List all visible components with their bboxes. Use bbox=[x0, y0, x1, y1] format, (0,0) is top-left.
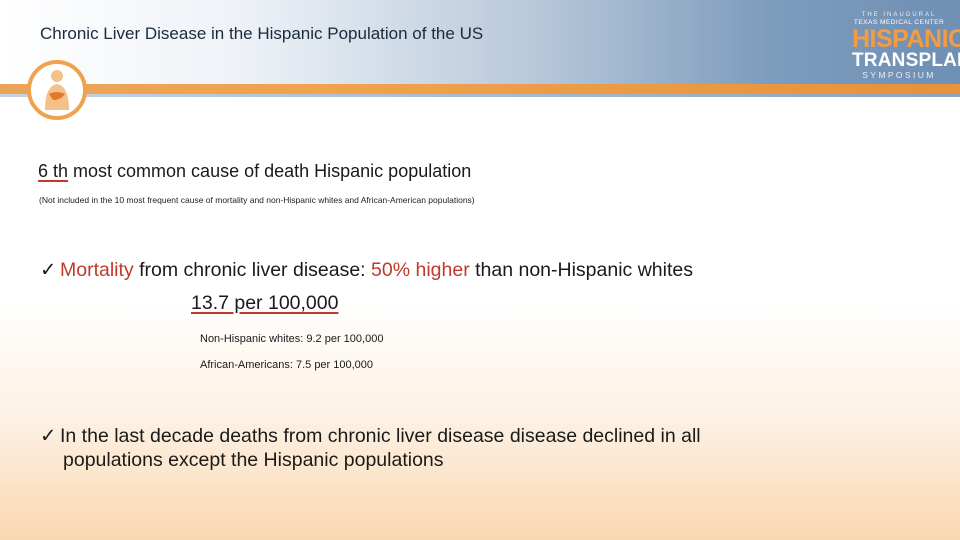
rank-text: most common cause of death Hispanic popu… bbox=[68, 161, 472, 181]
brand-line-hispanic: HISPANIC bbox=[852, 25, 960, 53]
header-orange-stripe bbox=[0, 84, 960, 94]
rank-value: 6 th bbox=[38, 161, 69, 181]
rate-non-hispanic-whites: Non-Hispanic whites: 9.2 per 100,000 bbox=[200, 333, 384, 345]
symposium-logo: THE INAUGURAL TEXAS MEDICAL CENTER HISPA… bbox=[852, 12, 960, 81]
mortality-bullet: ✓ Mortality from chronic liver disease: 5… bbox=[40, 258, 693, 282]
decade-line-1: ✓ In the last decade deaths from chronic … bbox=[40, 424, 860, 448]
rate-african-americans: African-Americans: 7.5 per 100,000 bbox=[200, 359, 374, 371]
slide-title: Chronic Liver Disease in the Hispanic Po… bbox=[40, 24, 484, 43]
liver-logo-icon bbox=[27, 60, 87, 120]
checkmark-icon: ✓ bbox=[40, 259, 57, 281]
mortality-percent: 50% higher bbox=[371, 259, 470, 281]
rank-statement: 6 th most common cause of death Hispanic… bbox=[38, 161, 471, 182]
brand-line-inaugural: THE INAUGURAL bbox=[861, 12, 937, 18]
mortality-text1: from chronic liver disease: bbox=[133, 259, 372, 281]
decade-bullet: ✓ In the last decade deaths from chronic … bbox=[40, 424, 860, 472]
header-bar bbox=[0, 0, 960, 95]
brand-line-symposium: SYMPOSIUM bbox=[862, 70, 936, 80]
mortality-word: Mortality bbox=[60, 259, 134, 281]
checkmark-icon: ✓ bbox=[40, 425, 57, 447]
decade-line-2: populations except the Hispanic populati… bbox=[63, 449, 444, 471]
mortality-rate: 13.7 per 100,000 bbox=[191, 292, 339, 314]
brand-line-tmc: TEXAS MEDICAL CENTER bbox=[853, 19, 945, 26]
rank-note: (Not included in the 10 most frequent ca… bbox=[39, 195, 475, 205]
header-blue-stripe bbox=[0, 94, 960, 97]
brand-line-transplant: TRANSPLANT bbox=[852, 50, 960, 71]
mortality-text2: than non-Hispanic whites bbox=[469, 259, 693, 281]
decade-text-1: In the last decade deaths from chronic l… bbox=[60, 425, 701, 447]
